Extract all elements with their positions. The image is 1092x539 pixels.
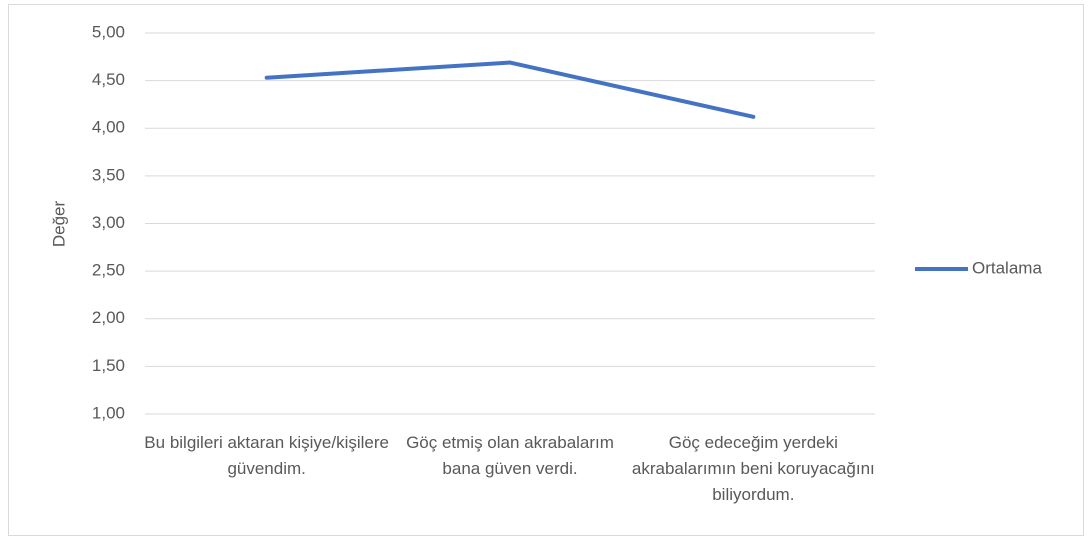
y-axis-label: Değer xyxy=(49,201,68,248)
x-tick-label: Göç edeceğim yerdeki akrabalarımın beni … xyxy=(631,433,875,504)
legend-label: Ortalama xyxy=(972,258,1042,277)
y-tick-label: 2,00 xyxy=(92,308,125,327)
x-tick-label: Göç etmiş olan akrabalarım bana güven ve… xyxy=(406,433,614,478)
series-line xyxy=(264,60,756,119)
x-tick-label: Bu bilgileri aktaran kişiye/kişilere güv… xyxy=(144,433,390,478)
y-tick-label: 1,50 xyxy=(92,356,125,375)
y-tick-label: 5,00 xyxy=(92,22,125,41)
y-tick-label: 4,00 xyxy=(92,118,125,137)
y-tick-label: 4,50 xyxy=(92,70,125,89)
y-tick-label: 2,50 xyxy=(92,261,125,280)
y-tick-label: 3,50 xyxy=(92,165,125,184)
y-tick-label: 1,00 xyxy=(92,403,125,422)
y-tick-label: 3,00 xyxy=(92,213,125,232)
chart-border xyxy=(8,4,1084,536)
